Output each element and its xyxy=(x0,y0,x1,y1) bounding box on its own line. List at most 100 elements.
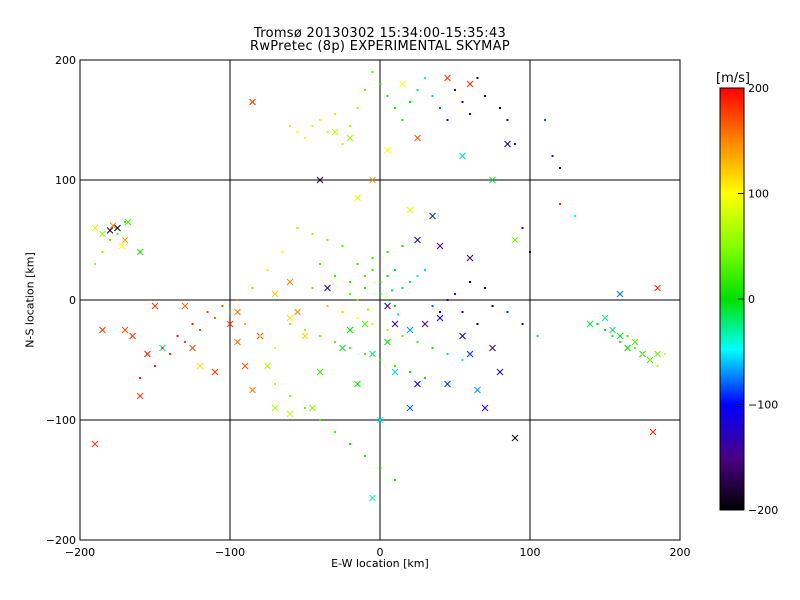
data-point-dot xyxy=(296,227,299,229)
data-point-dot xyxy=(94,263,96,265)
data-point-dot xyxy=(371,323,374,325)
data-point-dot xyxy=(469,113,471,115)
data-point-dot xyxy=(379,467,381,469)
data-points xyxy=(91,71,666,502)
data-point-x xyxy=(136,392,144,400)
data-point-x xyxy=(309,404,316,412)
data-point-x xyxy=(196,362,204,370)
x-tick-label: 0 xyxy=(377,546,384,559)
data-point-dot xyxy=(334,431,336,433)
data-point-x xyxy=(616,332,624,340)
data-point-x xyxy=(234,308,241,316)
chart-subtitle: RwPretec (8p) EXPERIMENTAL SKYMAP xyxy=(249,39,510,54)
data-point-dot xyxy=(371,71,374,73)
x-axis-label: E-W location [km] xyxy=(331,557,429,570)
data-point-dot xyxy=(379,83,381,85)
data-point-dot xyxy=(379,281,381,283)
data-point-dot xyxy=(326,131,329,133)
data-point-dot xyxy=(596,323,599,325)
data-point-dot xyxy=(334,341,336,343)
data-point-dot xyxy=(394,305,396,307)
data-point-x xyxy=(504,140,511,148)
data-point-dot xyxy=(289,395,291,397)
data-point-dot xyxy=(394,269,396,271)
data-point-x xyxy=(324,284,331,292)
data-point-dot xyxy=(416,341,419,343)
data-point-dot xyxy=(206,311,209,313)
data-point-x xyxy=(211,368,219,376)
data-point-x xyxy=(181,302,189,310)
data-point-dot xyxy=(274,347,276,349)
data-point-dot xyxy=(161,347,164,349)
data-point-dot xyxy=(634,347,636,349)
data-point-x xyxy=(384,146,391,154)
data-point-x xyxy=(649,428,657,436)
plot-frame xyxy=(79,59,681,541)
data-point-dot xyxy=(356,299,359,301)
data-point-dot xyxy=(244,323,246,325)
data-point-x xyxy=(489,344,496,352)
data-point-dot xyxy=(409,281,411,283)
data-point-x xyxy=(444,380,451,388)
data-point-x xyxy=(466,254,474,262)
data-point-x xyxy=(369,350,376,358)
data-point-x xyxy=(601,314,609,322)
data-point-dot xyxy=(386,95,389,97)
data-point-x xyxy=(121,236,129,244)
data-point-x xyxy=(118,242,126,250)
data-point-x xyxy=(406,206,414,214)
data-point-dot xyxy=(424,77,426,79)
data-point-x xyxy=(264,362,271,370)
data-point-x xyxy=(354,194,361,202)
data-point-dot xyxy=(401,245,404,247)
data-point-dot xyxy=(506,311,509,313)
data-point-x xyxy=(624,344,631,352)
data-point-dot xyxy=(349,125,351,127)
data-point-dot xyxy=(319,419,321,421)
data-point-dot xyxy=(319,263,321,265)
data-point-x xyxy=(414,134,421,142)
colorbar-unit-label: [m/s] xyxy=(716,71,750,86)
data-point-dot xyxy=(191,323,194,325)
data-point-dot xyxy=(461,311,464,313)
y-tick-label: 200 xyxy=(55,54,76,67)
data-point-dot xyxy=(304,137,306,139)
data-point-dot xyxy=(544,119,546,121)
data-point-dot xyxy=(371,257,374,259)
data-point-dot xyxy=(289,323,291,325)
data-point-dot xyxy=(499,107,501,109)
data-point-dot xyxy=(154,365,156,367)
data-point-x xyxy=(226,320,234,328)
data-point-dot xyxy=(379,359,381,361)
y-tick-label: −200 xyxy=(46,534,76,547)
data-point-dot xyxy=(364,89,366,91)
data-point-x xyxy=(609,326,616,334)
data-point-x xyxy=(414,380,421,388)
colorbar-tick-label: −200 xyxy=(748,504,778,517)
data-point-x xyxy=(466,80,474,88)
data-point-dot xyxy=(604,329,606,331)
data-point-dot xyxy=(341,311,344,313)
data-point-x xyxy=(294,308,301,316)
data-point-dot xyxy=(379,293,381,295)
data-point-dot xyxy=(319,335,321,337)
data-point-dot xyxy=(311,287,314,289)
data-point-dot xyxy=(431,305,434,307)
data-point-x xyxy=(151,302,159,310)
data-point-x xyxy=(136,248,144,256)
data-point-x xyxy=(99,230,106,238)
data-point-x xyxy=(331,128,339,136)
data-point-dot xyxy=(364,455,366,457)
data-point-dot xyxy=(551,155,554,157)
data-point-dot xyxy=(386,329,389,331)
data-point-x xyxy=(124,218,132,226)
data-point-dot xyxy=(611,335,614,337)
data-point-dot xyxy=(484,287,486,289)
data-point-x xyxy=(384,302,391,310)
data-point-dot xyxy=(401,335,404,337)
data-point-x xyxy=(429,212,436,220)
data-point-x xyxy=(369,176,376,184)
data-point-x xyxy=(91,224,99,232)
data-point-dot xyxy=(386,251,389,253)
